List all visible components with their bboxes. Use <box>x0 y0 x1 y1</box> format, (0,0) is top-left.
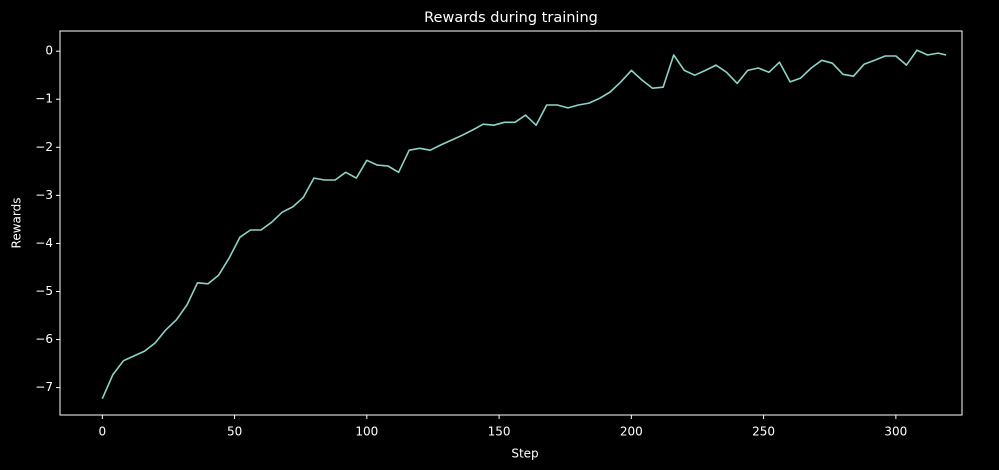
x-tick-label: 300 <box>884 425 907 439</box>
y-tick-label: 0 <box>45 44 53 58</box>
y-tick-label: −1 <box>35 92 53 106</box>
data-line <box>101 49 947 400</box>
y-tick-label: −6 <box>35 332 53 346</box>
y-tick-label: −4 <box>35 236 53 250</box>
x-tick-label: 200 <box>620 425 643 439</box>
x-tick-label: 150 <box>488 425 511 439</box>
y-tick-label: −7 <box>35 380 53 394</box>
x-tick-label: 50 <box>227 425 242 439</box>
x-axis-label: Step <box>511 447 538 461</box>
y-tick-label: −2 <box>35 140 53 154</box>
plot-frame <box>59 30 963 416</box>
x-tick-label: 0 <box>99 425 107 439</box>
y-tick-label: −3 <box>35 188 53 202</box>
y-axis-label: Rewards <box>10 198 24 249</box>
y-tick-label: −5 <box>35 284 53 298</box>
x-tick-label: 100 <box>355 425 378 439</box>
x-tick-label: 250 <box>752 425 775 439</box>
chart-title: Rewards during training <box>424 10 598 26</box>
